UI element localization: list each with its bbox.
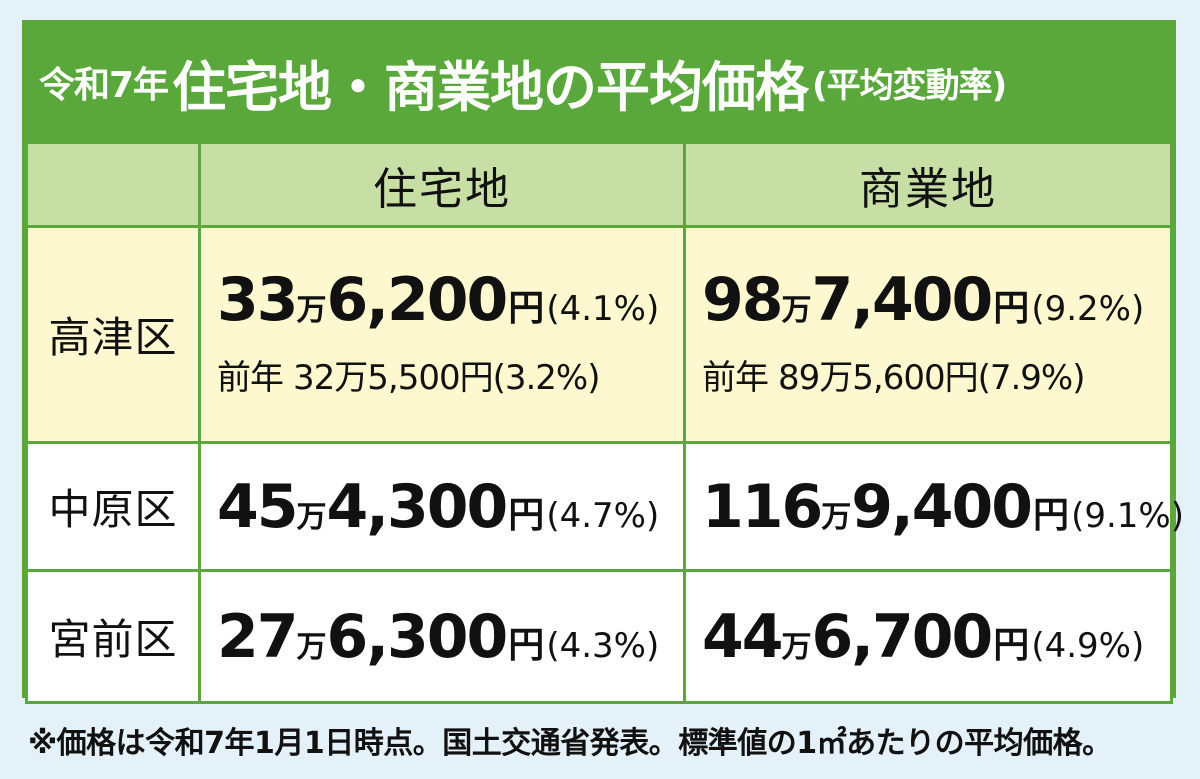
- table-row: 宮前区 27万6,300円(4.3%) 44万6,700円(4.9%): [25, 569, 1173, 704]
- price-man: 44: [702, 601, 783, 672]
- change-rate: (9.1%): [1071, 495, 1184, 536]
- unit-man: 万: [296, 293, 327, 328]
- previous-year-label: 前年: [702, 358, 769, 398]
- table-row: 中原区 45万4,300円(4.7%) 116万9,400円(9.1%): [25, 441, 1184, 572]
- previous-year-label: 前年: [217, 358, 284, 398]
- change-rate: (9.2%): [1031, 289, 1145, 329]
- commercial-price-cell: 44万6,700円(4.9%): [683, 569, 1173, 704]
- price-rest: 7,400: [811, 265, 994, 335]
- table-row: 高津区 33万6,200円(4.1%) 前年 32万5,500円(3.2%) 98…: [25, 225, 1173, 444]
- ward-label: 高津区: [25, 225, 201, 444]
- residential-price-cell: 27万6,300円(4.3%): [198, 569, 686, 704]
- price-rest: 6,700: [811, 601, 994, 672]
- header-row: 住宅地 商業地: [25, 141, 1173, 228]
- ward-label: 中原区: [25, 441, 201, 572]
- price-man: 27: [217, 601, 298, 672]
- price-man: 98: [702, 265, 783, 335]
- unit-yen: 円: [993, 288, 1030, 329]
- price-table: 住宅地 商業地 高津区 33万6,200円(4.1%) 前年 32万5,500円(…: [25, 141, 1184, 704]
- price-rest: 4,300: [326, 471, 509, 542]
- change-rate: (4.7%): [546, 495, 660, 536]
- corner-cell: [25, 141, 201, 228]
- previous-year-value: 89万5,600円(7.9%): [778, 358, 1086, 398]
- commercial-price-cell: 116万9,400円(9.1%): [683, 441, 1184, 572]
- commercial-price-cell: 98万7,400円(9.2%) 前年 89万5,600円(7.9%): [683, 225, 1173, 444]
- title-prefix: 令和7年: [39, 65, 169, 106]
- unit-man: 万: [781, 629, 812, 665]
- unit-yen: 円: [508, 288, 545, 329]
- price-rest: 6,200: [326, 265, 509, 335]
- unit-man: 万: [821, 499, 852, 535]
- previous-year-line: 前年 89万5,600円(7.9%): [702, 350, 1170, 399]
- unit-yen: 円: [508, 624, 545, 666]
- column-header-commercial: 商業地: [683, 141, 1173, 228]
- title-suffix: (平均変動率): [812, 65, 1007, 106]
- unit-man: 万: [296, 499, 327, 535]
- price-man: 33: [217, 265, 298, 335]
- previous-year-line: 前年 32万5,500円(3.2%): [217, 350, 683, 399]
- title-bar: 令和7年 住宅地・商業地の平均価格 (平均変動率): [25, 23, 1173, 141]
- residential-price-cell: 45万4,300円(4.7%): [198, 441, 686, 572]
- unit-man: 万: [781, 293, 812, 328]
- land-price-table-card: 令和7年 住宅地・商業地の平均価格 (平均変動率) 住宅地 商業地 高津区 33…: [22, 20, 1184, 704]
- price-rest: 9,400: [851, 471, 1033, 542]
- change-rate: (4.3%): [546, 625, 660, 666]
- unit-yen: 円: [1033, 494, 1070, 536]
- title-main: 住宅地・商業地の平均価格: [172, 55, 809, 119]
- unit-yen: 円: [508, 494, 545, 536]
- column-header-residential: 住宅地: [198, 141, 686, 228]
- unit-man: 万: [296, 629, 327, 665]
- price-rest: 6,300: [326, 601, 509, 672]
- change-rate: (4.9%): [1031, 625, 1145, 666]
- previous-year-value: 32万5,500円(3.2%): [293, 358, 601, 398]
- residential-price-cell: 33万6,200円(4.1%) 前年 32万5,500円(3.2%): [198, 225, 686, 444]
- change-rate: (4.1%): [546, 289, 660, 329]
- unit-yen: 円: [993, 624, 1030, 666]
- footnote: ※価格は令和7年1月1日時点。国土交通省発表。標準値の1㎡あたりの平均価格。: [28, 726, 1112, 761]
- ward-label: 宮前区: [25, 569, 201, 704]
- price-man: 45: [217, 471, 298, 542]
- price-man: 116: [702, 471, 823, 542]
